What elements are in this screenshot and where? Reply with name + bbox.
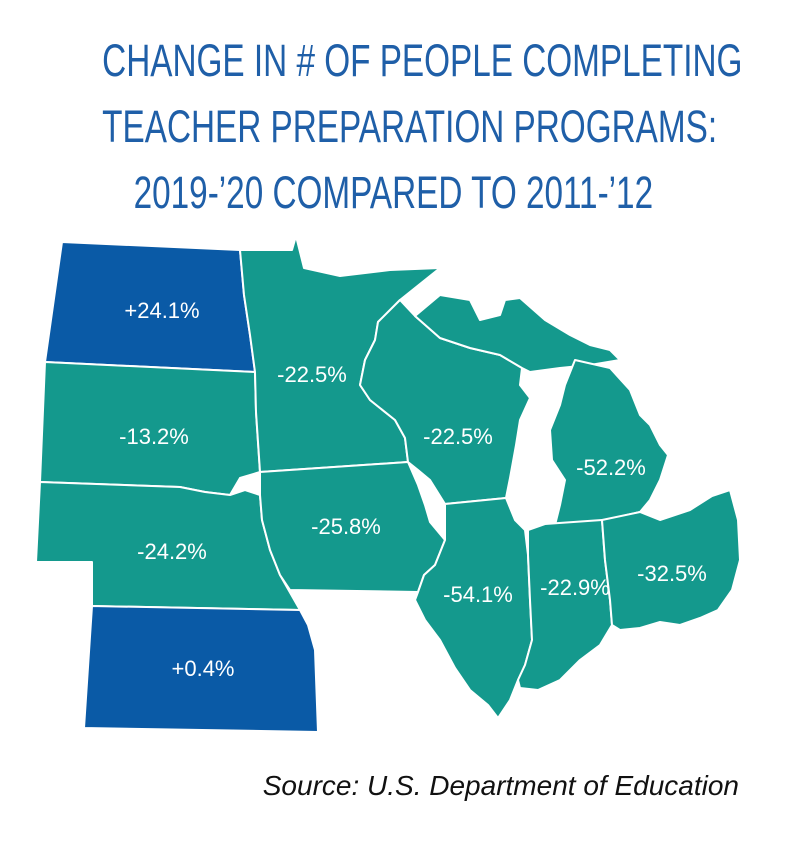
value-wisconsin: -22.5% (423, 424, 493, 449)
title-line-2: TEACHER PREPARATION PROGRAMS: (102, 101, 718, 152)
value-indiana: -22.9% (540, 575, 610, 600)
value-labels: +24.1% -13.2% -24.2% +0.4% -22.5% -25.8%… (119, 298, 707, 681)
state-illinois (414, 497, 533, 719)
value-michigan: -52.2% (576, 455, 646, 480)
source-credit: Source: U.S. Department of Education (262, 770, 739, 801)
value-ohio: -32.5% (637, 561, 707, 586)
state-ohio (601, 489, 741, 631)
value-north-dakota: +24.1% (124, 298, 199, 323)
value-minnesota: -22.5% (277, 362, 347, 387)
state-indiana (517, 519, 613, 691)
value-nebraska: -24.2% (137, 539, 207, 564)
map-title: CHANGE IN # OF PEOPLE COMPLETING TEACHER… (102, 28, 743, 226)
state-kansas (83, 605, 319, 733)
state-michigan-lower (549, 359, 669, 526)
value-south-dakota: -13.2% (119, 424, 189, 449)
value-kansas: +0.4% (172, 656, 235, 681)
state-michigan-upper (414, 294, 621, 373)
title-line-1: CHANGE IN # OF PEOPLE COMPLETING (102, 35, 743, 86)
value-iowa: -25.8% (311, 514, 381, 539)
title-line-3: 2019-’20 COMPARED TO 2011-’12 (133, 167, 654, 218)
value-illinois: -54.1% (443, 582, 513, 607)
